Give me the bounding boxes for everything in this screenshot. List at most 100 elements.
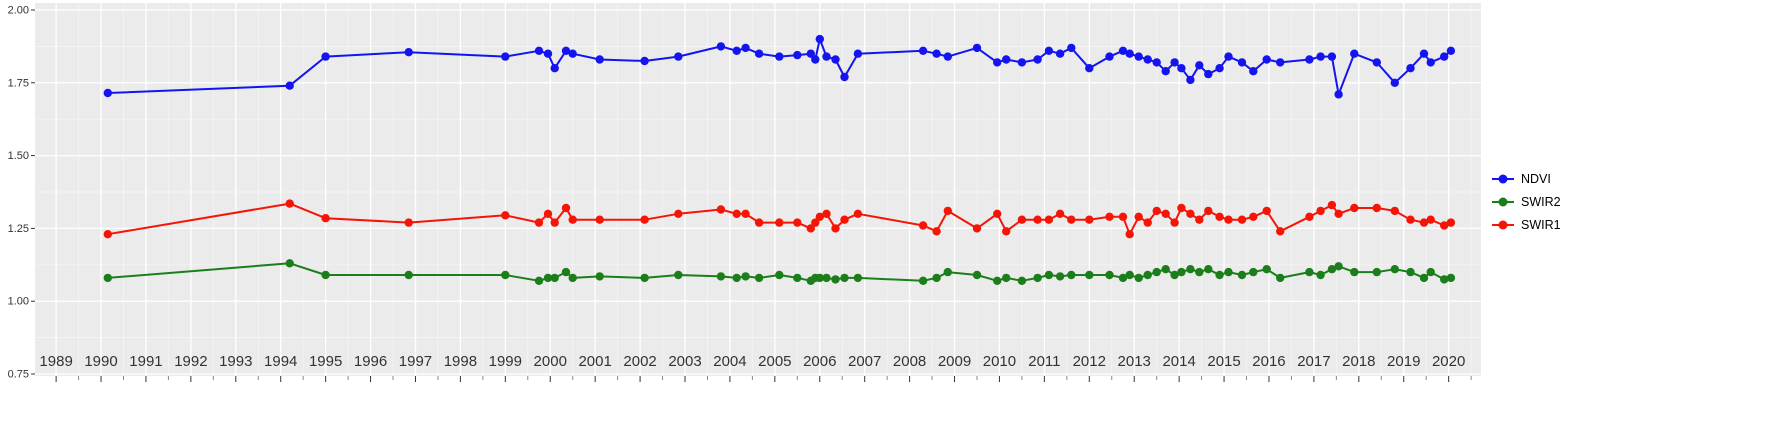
x-tick-label: 1990 [84, 353, 117, 370]
data-point-swir2 [831, 275, 840, 284]
data-point-swir1 [1334, 209, 1343, 218]
data-point-swir1 [285, 199, 294, 208]
data-point-swir2 [732, 273, 741, 283]
data-point-swir1 [404, 218, 413, 227]
data-point-swir1 [674, 209, 683, 218]
data-point-ndvi [1033, 55, 1042, 64]
data-point-ndvi [1170, 58, 1179, 67]
data-point-swir2 [1195, 267, 1204, 277]
data-point-swir2 [1305, 267, 1314, 277]
data-point-swir1 [595, 215, 604, 224]
data-point-swir2 [1002, 273, 1011, 283]
data-point-ndvi [1249, 67, 1258, 76]
data-point-swir1 [1044, 215, 1054, 224]
data-point-ndvi [840, 72, 849, 82]
x-tick-label: 2005 [758, 353, 791, 370]
data-point-swir1 [1372, 203, 1382, 213]
data-point-swir2 [1067, 270, 1076, 280]
data-point-swir1 [1390, 206, 1400, 216]
data-point-swir2 [1350, 267, 1359, 277]
data-point-swir1 [716, 205, 726, 214]
data-point-ndvi [1237, 58, 1247, 67]
x-tick-label: 2018 [1342, 353, 1375, 370]
data-point-swir2 [640, 273, 649, 283]
data-point-swir1 [1134, 212, 1143, 221]
series-swir1-line [106, 202, 1452, 236]
legend-marker-swir1-icon [1492, 220, 1514, 230]
data-point-swir2 [550, 273, 559, 283]
data-point-swir1 [1002, 227, 1011, 236]
data-point-ndvi [640, 56, 649, 66]
legend-label: SWIR2 [1521, 194, 1561, 209]
data-point-swir1 [1170, 218, 1179, 227]
legend-item-ndvi: NDVI [1490, 172, 1561, 186]
data-point-ndvi [550, 63, 559, 73]
data-point-ndvi [972, 43, 982, 53]
data-point-ndvi [1327, 52, 1337, 61]
x-tick-label: 2013 [1118, 353, 1151, 370]
data-point-ndvi [1105, 52, 1114, 61]
data-point-ndvi [853, 49, 863, 58]
x-tick-label: 1998 [444, 353, 477, 370]
data-point-swir2 [1215, 270, 1224, 280]
data-point-swir2 [943, 267, 952, 277]
data-point-ndvi [741, 43, 750, 53]
x-tick-label: 2011 [1028, 353, 1060, 370]
data-point-swir1 [1262, 206, 1271, 216]
data-point-swir1 [1055, 209, 1065, 218]
x-tick-label: 1996 [354, 353, 387, 370]
data-point-swir1 [741, 209, 750, 218]
data-point-swir1 [1224, 215, 1233, 224]
x-tick-label: 1991 [129, 353, 162, 370]
x-tick-label: 1995 [309, 353, 342, 370]
x-tick-label: 2002 [623, 353, 656, 370]
series-swir1-points [103, 199, 1456, 239]
data-point-ndvi [1118, 46, 1128, 55]
data-point-ndvi [1262, 55, 1271, 64]
data-point-ndvi [993, 58, 1002, 67]
data-point-ndvi [1419, 49, 1429, 58]
legend-item-swir2: SWIR2 [1490, 195, 1561, 209]
data-point-swir2 [1276, 273, 1285, 283]
data-point-swir2 [932, 273, 941, 283]
data-point-ndvi [1426, 58, 1435, 67]
data-point-swir1 [543, 209, 553, 218]
data-point-swir1 [321, 214, 330, 223]
data-point-swir2 [1033, 273, 1042, 283]
data-point-ndvi [754, 49, 764, 58]
data-point-ndvi [943, 52, 952, 61]
data-point-swir1 [534, 218, 544, 227]
x-axis-labels: 1989 1990 1991 1992 1993 1994 1995 1996 1997 1998… [39, 353, 1465, 370]
data-point-swir1 [1419, 218, 1429, 227]
data-point-ndvi [674, 52, 683, 61]
data-point-swir1 [732, 209, 741, 218]
data-point-ndvi [793, 50, 802, 60]
y-tick-label: 0.75 [8, 369, 29, 381]
chart-legend: NDVI SWIR2 SWIR1 [1490, 172, 1561, 232]
legend-label: NDVI [1521, 171, 1551, 186]
data-point-swir2 [404, 270, 413, 280]
data-point-swir2 [1105, 270, 1114, 280]
data-point-swir1 [1249, 212, 1258, 221]
data-point-swir2 [1125, 270, 1134, 280]
data-point-swir2 [1177, 267, 1186, 277]
x-tick-label: 2007 [848, 353, 881, 370]
data-point-swir2 [1118, 273, 1128, 283]
data-point-ndvi [1276, 58, 1285, 67]
series-swir2-line [106, 262, 1452, 282]
data-point-ndvi [1143, 55, 1152, 64]
data-point-swir2 [321, 270, 330, 280]
data-point-ndvi [1334, 90, 1343, 99]
data-point-swir2 [1406, 267, 1415, 277]
data-point-swir1 [754, 218, 764, 227]
data-point-ndvi [918, 46, 928, 55]
data-point-swir1 [1143, 218, 1152, 227]
data-point-swir2 [1327, 265, 1337, 274]
data-point-ndvi [1177, 63, 1186, 73]
data-point-swir1 [1067, 215, 1076, 224]
data-point-swir2 [993, 276, 1002, 285]
data-point-swir2 [674, 270, 683, 280]
x-tick-label: 1997 [399, 353, 432, 370]
data-point-ndvi [1055, 49, 1065, 58]
x-tick-label: 2016 [1252, 353, 1285, 370]
